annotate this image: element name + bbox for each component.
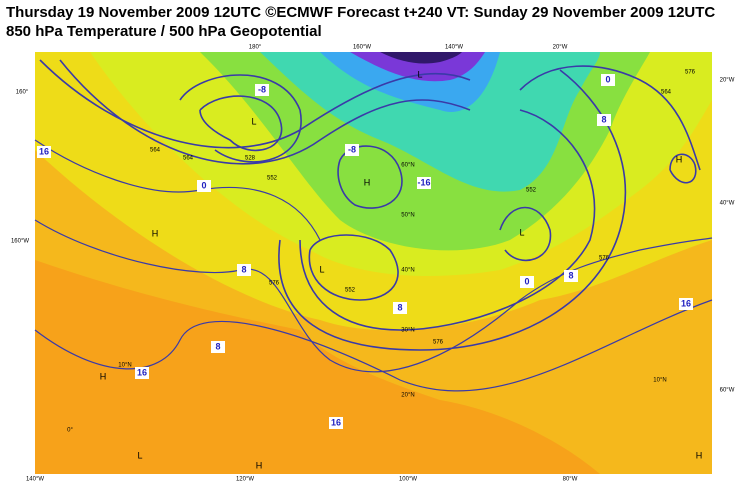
longitude-label: 120°W [236,477,254,483]
latitude-label: 50°N [401,213,414,219]
temperature-label: 8 [397,302,402,312]
pressure-center: L [137,450,142,460]
temperature-label-box [37,146,51,158]
geopotential-label: 576 [269,281,280,287]
geopotential-label: 528 [245,156,256,162]
geopotential-label: 564 [150,148,161,154]
latitude-label: 60°N [401,163,414,169]
temperature-label: 16 [137,367,147,377]
temperature-label-box [393,302,407,314]
temperature-label-box [211,341,225,353]
latitude-label: 0° [67,428,73,434]
temperature-label: 8 [601,114,606,124]
pressure-center: L [319,264,324,274]
geopotential-label: 564 [183,156,194,162]
latitude-label: 40°N [401,268,414,274]
geopotential-label: 552 [267,176,278,182]
pressure-center: H [100,371,107,381]
temperature-label-box [345,144,359,156]
geopotential-label: 552 [345,288,356,294]
field [350,52,485,82]
longitude-label: 20°W [720,78,735,84]
temperature-label-box [417,177,431,189]
temperature-label: 8 [568,270,573,280]
temperature-label: 0 [201,180,206,190]
subtitle: 850 hPa Temperature / 500 hPa Geopotenti… [6,23,322,40]
temperature-label: 8 [215,341,220,351]
geopotential-label: 576 [599,256,610,262]
contours [39,59,701,351]
pressure-center: H [696,450,703,460]
longitude-label: 160° [16,90,29,96]
temperature-label: 16 [39,146,49,156]
temperature-label: 16 [681,298,691,308]
longitude-label: 40°W [720,201,735,207]
geopotential-label: 576 [433,340,444,346]
longitude-label: 140°W [445,45,463,51]
latitude-label: 20°N [401,393,414,399]
temperature-label-box [564,270,578,282]
pressure-center: L [251,116,256,126]
temperature-label-box [135,367,149,379]
geopotential-label: 576 [685,70,696,76]
latitude-label: 10°N [653,378,666,384]
pressure-center: H [676,154,683,164]
temperature-label: 16 [331,417,341,427]
pressure-center: H [364,177,371,187]
temperature-label-box [597,114,611,126]
pressure-center: L [417,69,422,79]
longitude-label: 100°W [399,477,417,483]
temperature-label: -8 [348,144,356,154]
longitude-label: 160°W [11,239,29,245]
temperature-label: 8 [241,264,246,274]
longitude-label: 80°W [563,477,578,483]
geopotential-label: 552 [526,188,537,194]
pressure-center: L [519,227,524,237]
temperature-label-box [520,276,534,288]
geopotential-label: 564 [661,90,672,96]
title: Thursday 19 November 2009 12UTC ©ECMWF F… [6,4,716,21]
longitude-label: 160°W [353,45,371,51]
longitude-label: 180° [249,45,262,51]
longitude-label: 60°W [720,388,735,394]
temperature-label: 0 [605,74,610,84]
longitude-label: 140°W [26,477,44,483]
temperature-label-box [329,417,343,429]
pressure-center: H [256,460,263,470]
longitude-label: 20°W [553,45,568,51]
temperature-label: -16 [417,177,430,187]
field [380,52,462,64]
temperature-label-box [197,180,211,192]
temperature-label: -8 [258,84,266,94]
temperature-label: 0 [524,276,529,286]
temperature-label-box [679,298,693,310]
temperature-label-box [237,264,251,276]
temperature-label-box [601,74,615,86]
temperature-label-box [255,84,269,96]
pressure-center: H [152,228,159,238]
field [260,52,600,192]
latitude-label: 30°N [401,328,414,334]
latitude-label: 10°N [118,363,131,369]
